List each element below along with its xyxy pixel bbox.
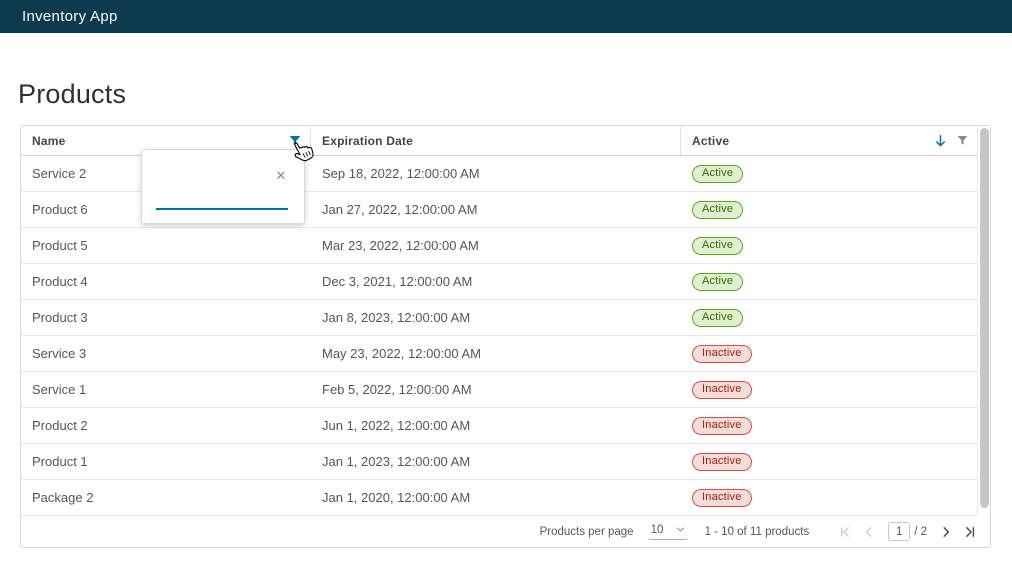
app-navbar: Inventory App [0, 0, 1012, 33]
cell-name: Package 2 [32, 490, 94, 505]
status-badge: Active [692, 308, 744, 327]
cell-expiration: Dec 3, 2021, 12:00:00 AM [322, 274, 473, 289]
first-page-icon [838, 525, 852, 539]
status-badge: Inactive [692, 380, 752, 399]
status-badge: Inactive [692, 416, 752, 435]
status-badge: Active [692, 236, 744, 255]
app-title: Inventory App [22, 8, 118, 25]
table-row: Product 2 Jun 1, 2022, 12:00:00 AM Inact… [21, 408, 977, 444]
chevron-down-icon [676, 525, 685, 534]
cell-name: Product 3 [32, 310, 88, 325]
cell-expiration: Sep 18, 2022, 12:00:00 AM [322, 166, 480, 181]
table-row: Product 5 Mar 23, 2022, 12:00:00 AM Acti… [21, 228, 977, 264]
cell-name: Product 1 [32, 454, 88, 469]
cell-expiration: Mar 23, 2022, 12:00:00 AM [322, 238, 479, 253]
close-icon[interactable]: ✕ [273, 168, 289, 184]
cell-expiration: Jan 1, 2020, 12:00:00 AM [322, 490, 471, 505]
table-row: Product 1 Jan 1, 2023, 12:00:00 AM Inact… [21, 444, 977, 480]
table-row: Package 2 Jan 1, 2020, 12:00:00 AM Inact… [21, 480, 977, 516]
column-header-expiration[interactable]: Expiration Date [311, 126, 681, 155]
last-page-icon [963, 525, 977, 539]
column-header-active-label: Active [692, 133, 730, 148]
cell-expiration: Jun 1, 2022, 12:00:00 AM [322, 418, 471, 433]
cell-expiration: Jan 1, 2023, 12:00:00 AM [322, 454, 471, 469]
pagination-range-text: 1 - 10 of 11 products [704, 525, 810, 538]
cell-expiration: Jan 27, 2022, 12:00:00 AM [322, 202, 478, 217]
cell-expiration: Feb 5, 2022, 12:00:00 AM [322, 382, 472, 397]
chevron-right-icon [939, 525, 953, 539]
cell-name: Product 4 [32, 274, 88, 289]
chevron-left-icon [862, 525, 876, 539]
column-header-expiration-label: Expiration Date [322, 133, 414, 148]
vertical-scrollbar[interactable] [977, 126, 990, 516]
status-badge: Active [692, 164, 744, 183]
page-size-label: Products per page [539, 525, 634, 538]
filter-icon-active[interactable] [289, 135, 301, 147]
next-page-button[interactable] [935, 521, 957, 543]
sort-descending-icon [934, 134, 947, 148]
current-page-input[interactable] [888, 522, 911, 541]
filter-icon[interactable] [957, 135, 968, 146]
status-badge: Active [692, 272, 744, 291]
column-header-name-label: Name [32, 133, 66, 148]
table-row: Product 3 Jan 8, 2023, 12:00:00 AM Activ… [21, 300, 977, 336]
first-page-button[interactable] [834, 521, 856, 543]
status-badge: Inactive [692, 488, 752, 507]
page-title: Products [18, 79, 127, 109]
datagrid-header-row: Name Expiration Date Active [21, 126, 977, 156]
last-page-button[interactable] [959, 521, 981, 543]
table-row: Service 3 May 23, 2022, 12:00:00 AM Inac… [21, 336, 977, 372]
status-badge: Inactive [692, 452, 752, 471]
page-size-value: 10 [650, 523, 664, 536]
table-row: Product 4 Dec 3, 2021, 12:00:00 AM Activ… [21, 264, 977, 300]
cell-expiration: May 23, 2022, 12:00:00 AM [322, 346, 481, 361]
cell-name: Service 1 [32, 382, 87, 397]
table-row: Service 2 Sep 18, 2022, 12:00:00 AM Acti… [21, 156, 977, 192]
previous-page-button[interactable] [858, 521, 880, 543]
page-total-text: / 2 [914, 525, 927, 538]
name-column-filter-popup: ✕ [141, 149, 305, 224]
datagrid-body: Name Expiration Date Active [21, 126, 990, 516]
column-header-name[interactable]: Name [21, 126, 311, 155]
scrollbar-thumb[interactable] [980, 128, 989, 508]
cell-name: Service 2 [32, 166, 87, 181]
cell-expiration: Jan 8, 2023, 12:00:00 AM [322, 310, 471, 325]
column-header-active[interactable]: Active [681, 126, 977, 155]
page-size-select[interactable]: 10 [648, 523, 687, 540]
cell-name: Service 3 [32, 346, 87, 361]
cell-name: Product 6 [32, 202, 88, 217]
pagination-controls: / 2 [834, 521, 981, 543]
cell-name: Product 5 [32, 238, 88, 253]
datagrid-footer: Products per page 10 1 - 10 of 11 produc… [21, 516, 990, 547]
status-badge: Inactive [692, 344, 752, 363]
table-row: Product 6 Jan 27, 2022, 12:00:00 AM Acti… [21, 192, 977, 228]
cell-name: Product 2 [32, 418, 88, 433]
status-badge: Active [692, 200, 744, 219]
filter-text-input[interactable] [156, 190, 288, 210]
table-row: Service 1 Feb 5, 2022, 12:00:00 AM Inact… [21, 372, 977, 408]
